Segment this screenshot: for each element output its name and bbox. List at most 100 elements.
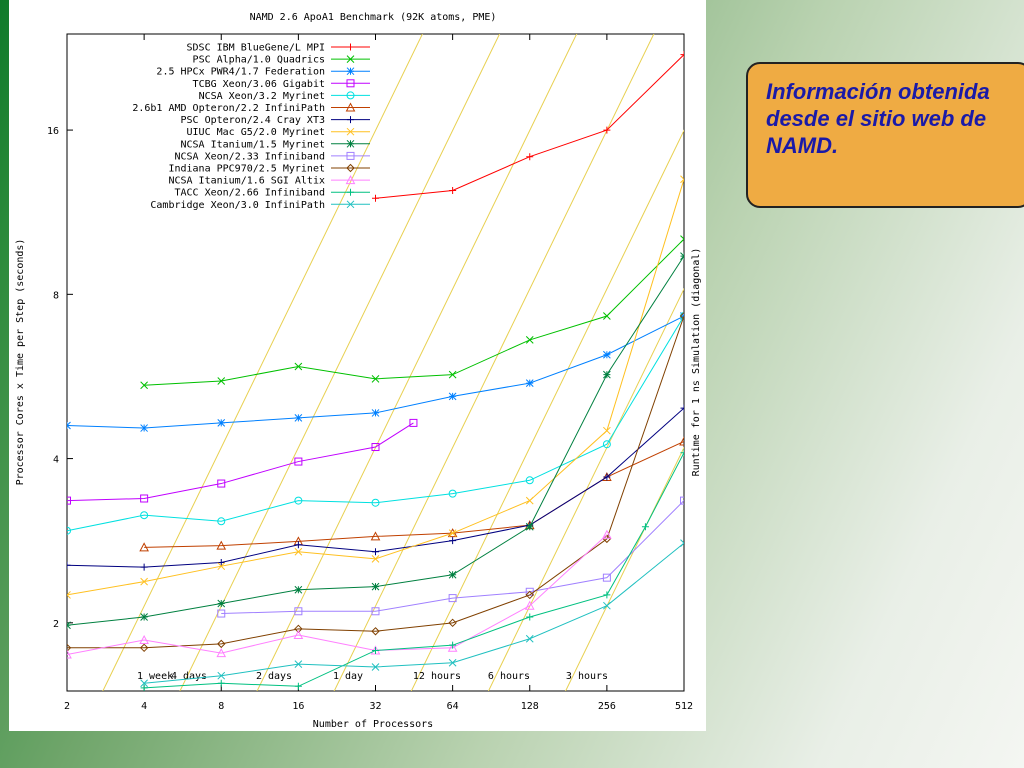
data-point — [448, 529, 457, 538]
series-line — [221, 500, 684, 615]
x-tick-label: 8 — [218, 701, 224, 712]
data-point — [680, 51, 684, 59]
data-point — [216, 540, 227, 550]
data-point — [140, 684, 148, 691]
data-point — [217, 639, 226, 649]
data-point — [140, 511, 149, 520]
data-point — [448, 489, 457, 498]
series-12 — [140, 449, 684, 691]
data-point — [641, 523, 649, 531]
data-point — [67, 496, 71, 505]
data-point — [602, 440, 611, 449]
series-line — [67, 407, 684, 568]
legend-label: UIUC Mac G5/2.0 Myrinet — [187, 127, 325, 138]
series-line — [67, 255, 684, 626]
data-point — [217, 377, 226, 385]
y2-axis-label: Runtime for 1 ns Simulation (diagonal) — [691, 248, 702, 477]
data-point — [680, 175, 684, 184]
legend-label: 2.5 HPCx PWR4/1.7 Federation — [156, 67, 325, 78]
data-point — [525, 496, 534, 505]
series-2 — [67, 312, 684, 432]
legend-label: 2.6b1 AMD Opteron/2.2 InfiniPath — [132, 103, 325, 114]
data-point — [680, 252, 684, 260]
data-point — [346, 55, 355, 63]
data-point — [139, 643, 149, 653]
data-point — [603, 370, 611, 379]
data-point — [347, 188, 354, 196]
diagonal-runtime-line — [410, 129, 684, 691]
data-point — [371, 374, 380, 383]
series-0 — [372, 51, 684, 202]
diagonal-runtime-line — [487, 287, 684, 691]
x-tick-label: 4 — [141, 701, 147, 712]
benchmark-chart: NAMD 2.6 ApoA1 Benchmark (92K atoms, PME… — [15, 12, 702, 730]
series-8 — [67, 252, 684, 630]
data-point — [217, 599, 226, 608]
data-point — [372, 646, 379, 654]
diagonal-label: 4 days — [171, 671, 207, 682]
series-9 — [217, 496, 684, 618]
data-point — [525, 476, 534, 485]
diagonal-label: 3 hours — [566, 671, 608, 682]
legend-label: Cambridge Xeon/3.0 InfiniPath — [150, 200, 325, 211]
y-tick-label: 2 — [53, 619, 59, 630]
data-point — [448, 570, 457, 579]
series-1 — [140, 235, 684, 390]
data-point — [294, 547, 303, 556]
data-point — [409, 418, 418, 427]
data-point — [372, 194, 379, 202]
data-point — [140, 613, 148, 621]
series-line — [67, 315, 684, 532]
data-point — [371, 627, 380, 636]
diagonal-runtime-line — [256, 34, 578, 691]
data-point — [347, 43, 354, 51]
data-point — [294, 541, 302, 549]
data-point — [345, 175, 356, 185]
series-line — [375, 54, 684, 199]
data-point — [140, 381, 148, 390]
data-point — [216, 648, 227, 658]
data-point — [679, 311, 684, 321]
data-point — [371, 409, 380, 417]
data-point — [602, 529, 612, 539]
diagonal-label: 1 day — [333, 671, 363, 682]
data-point — [294, 585, 303, 594]
data-point — [217, 479, 226, 488]
data-point — [67, 421, 71, 430]
diagonal-label: 6 hours — [488, 671, 530, 682]
x-tick-label: 2 — [64, 701, 70, 712]
series-line — [67, 315, 684, 649]
series-6 — [67, 404, 684, 571]
data-point — [346, 67, 355, 76]
data-point — [602, 573, 611, 582]
x-tick-label: 16 — [292, 701, 304, 712]
y-tick-label: 16 — [47, 126, 59, 137]
data-point — [217, 558, 225, 566]
diagonal-label: 12 hours — [413, 671, 461, 682]
data-point — [294, 362, 303, 371]
series-line — [67, 534, 608, 655]
diagonal-label: 1 week — [137, 671, 173, 682]
diagonal-label: 2 days — [256, 671, 292, 682]
data-point — [603, 312, 611, 320]
data-point — [603, 591, 611, 599]
data-point — [217, 609, 226, 618]
chart-title: NAMD 2.6 ApoA1 Benchmark (92K atoms, PME… — [250, 12, 497, 23]
legend-label: PSC Opteron/2.4 Cray XT3 — [181, 115, 326, 126]
data-point — [525, 634, 534, 643]
data-point — [347, 116, 354, 124]
data-point — [371, 582, 380, 591]
data-point — [294, 496, 303, 505]
data-point — [448, 618, 457, 628]
callout-text: Información obtenida desde el sitio web … — [766, 79, 990, 158]
data-point — [346, 163, 355, 173]
data-point — [67, 591, 71, 599]
info-callout: Información obtenida desde el sitio web … — [746, 62, 1024, 208]
data-point — [139, 542, 149, 552]
data-point — [346, 139, 355, 148]
legend-label: PSC Alpha/1.0 Quadrics — [193, 55, 325, 66]
data-point — [371, 443, 380, 452]
y-axis-label: Processor Cores x Time per Step (seconds… — [15, 239, 26, 486]
data-point — [370, 531, 381, 541]
data-point — [371, 554, 380, 563]
